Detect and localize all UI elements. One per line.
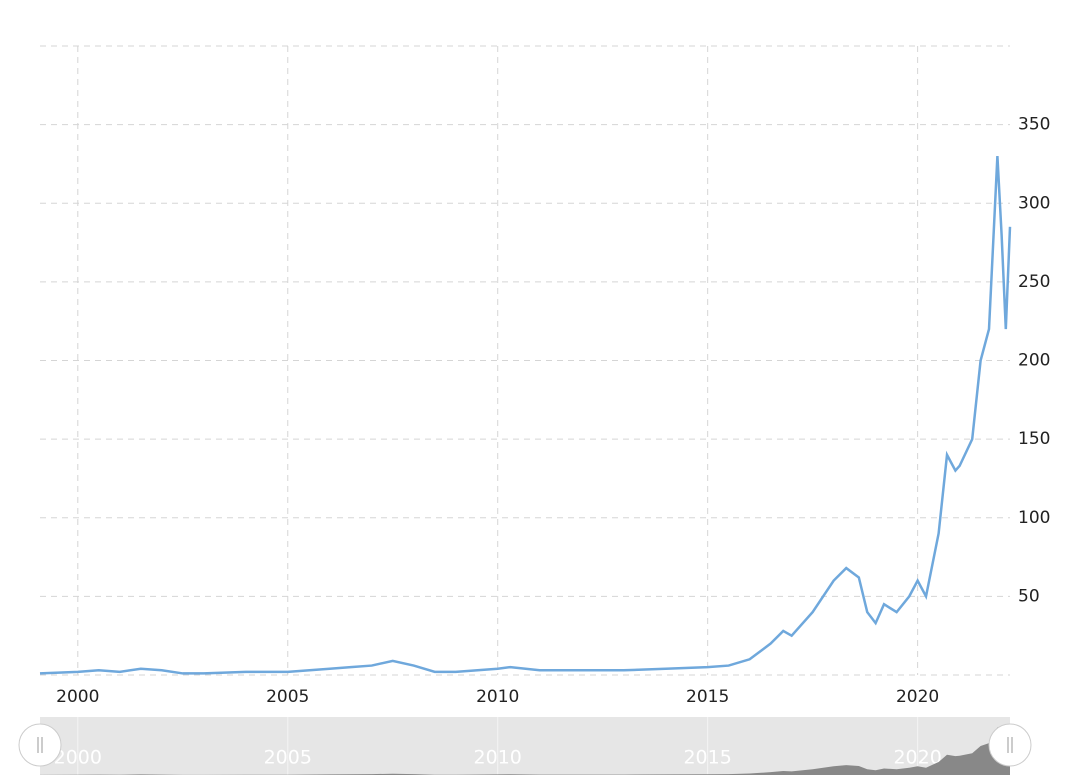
- navigator: [40, 717, 1010, 775]
- nav-tick-label: 2010: [474, 747, 522, 769]
- x-tick-label: 2010: [476, 687, 519, 707]
- nav-tick-label: 2015: [683, 747, 731, 769]
- handle-left[interactable]: [18, 723, 62, 767]
- nav-tick-label: 2000: [54, 747, 102, 769]
- price-line: [39, 156, 1012, 675]
- nav-tick-label: 2020: [893, 747, 941, 769]
- nav-tick-label: 2005: [264, 747, 312, 769]
- nav-area: [40, 727, 1010, 775]
- x-tick-label: 2000: [56, 687, 99, 707]
- handle-right[interactable]: [988, 723, 1032, 767]
- navigator-handles[interactable]: [18, 723, 1032, 767]
- y-tick-label: 350: [1018, 115, 1050, 135]
- y-tick-label: 50: [1018, 586, 1040, 606]
- y-tick-label: 200: [1018, 351, 1050, 371]
- x-tick-label: 2015: [686, 687, 729, 707]
- y-tick-label: 300: [1018, 193, 1050, 213]
- navigator-layer: 2000 2005 2010 2015 2020: [40, 717, 1010, 775]
- x-tick-label: 2020: [896, 687, 939, 707]
- y-tick-label: 250: [1018, 272, 1050, 292]
- y-tick-label: 100: [1018, 508, 1050, 528]
- x-tick-label: 2005: [266, 687, 309, 707]
- y-tick-label: 150: [1018, 429, 1050, 449]
